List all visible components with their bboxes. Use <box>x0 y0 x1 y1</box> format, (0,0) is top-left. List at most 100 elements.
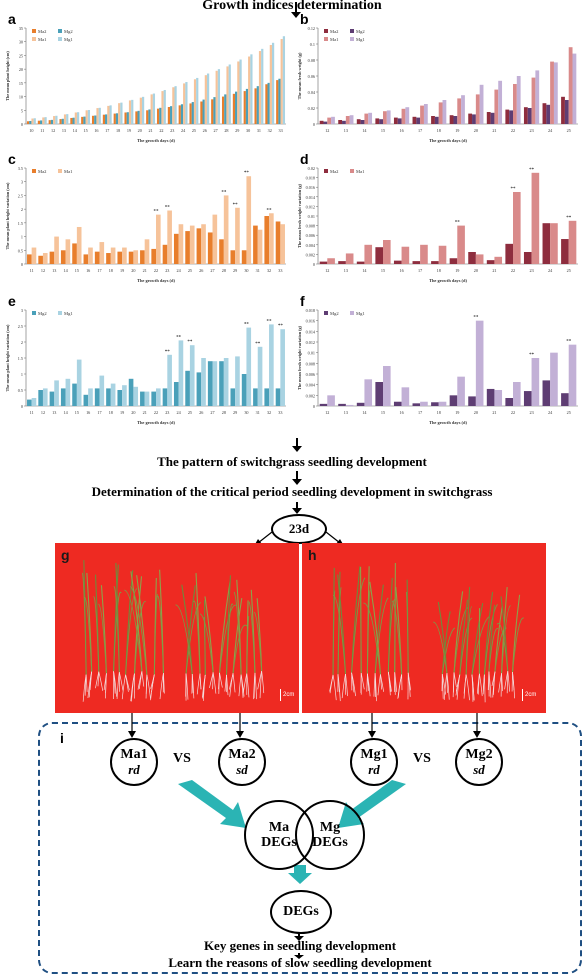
chart-e: e 0 0.5 1 1.5 2 2.5 3 The mean plant height vari… <box>0 293 292 428</box>
bar-ma2-16 <box>83 254 89 264</box>
legend-label-ma1: Ma1 <box>330 37 339 42</box>
legend-swatch-mg1 <box>350 37 354 41</box>
seedling-leaf <box>130 586 148 675</box>
bar-mg2-12 <box>319 403 328 406</box>
bar-ma2-15 <box>72 243 77 264</box>
bar-mg1-13 <box>66 114 69 124</box>
x-tick-label: 19 <box>455 410 459 415</box>
bar-ma2-19 <box>449 115 454 124</box>
bar-ma2-33 <box>276 80 279 124</box>
bar-mg2-28 <box>224 94 227 124</box>
bar-mg2-13 <box>61 118 64 124</box>
bar-mg1-24 <box>550 352 558 406</box>
seedling-root <box>97 671 100 687</box>
bar-ma2-21 <box>486 260 495 264</box>
venn-mg-label: Mg <box>319 819 341 835</box>
y-tick-label: 0.016 <box>306 185 315 190</box>
bar-mg2-25 <box>191 102 194 124</box>
y-tick-label: 0.008 <box>306 224 315 229</box>
y-axis-label: The mean fresh weight variation (g) <box>297 325 302 390</box>
x-tick-label: 12 <box>325 268 329 273</box>
day-node-label: 23d <box>288 521 310 536</box>
seedling-root <box>387 671 392 692</box>
x-tick-label: 12 <box>41 410 45 415</box>
seedling-root <box>116 672 120 699</box>
bar-mg1-32 <box>269 324 274 406</box>
bar-ma2-11 <box>37 120 41 124</box>
x-tick-label: 18 <box>437 128 441 133</box>
bar-mg1-24 <box>178 340 184 406</box>
seedling-root <box>219 672 223 688</box>
seedling-leaf <box>125 588 138 675</box>
flow-arrow-2 <box>296 471 298 481</box>
bar-ma1-16 <box>401 108 406 124</box>
scale-label-h: 2cm <box>525 692 537 698</box>
x-tick-label: 26 <box>199 268 203 273</box>
flow-arrowhead-1 <box>292 446 302 452</box>
x-tick-label: 19 <box>120 268 124 273</box>
day-node-23d: 23d <box>271 514 327 544</box>
degs-node-label: DEGs <box>283 904 319 920</box>
bar-ma2-13 <box>49 251 55 264</box>
seedling-leaf <box>226 603 234 675</box>
y-tick-label: 1.5 <box>18 356 23 361</box>
bar-mg2-15 <box>72 383 77 406</box>
bar-ma2-18 <box>431 261 439 264</box>
bar-ma1-31 <box>258 51 262 124</box>
x-axis-label: The growth days (d) <box>137 138 175 143</box>
bar-mg1-16 <box>88 388 93 406</box>
bar-mg2-12 <box>323 121 328 124</box>
bar-ma2-15 <box>375 118 380 124</box>
x-tick-label: 17 <box>105 128 109 133</box>
flow-arrow-3 <box>296 502 298 510</box>
bar-mg1-13 <box>54 380 59 406</box>
bar-ma1-13 <box>54 236 59 264</box>
bar-ma1-20 <box>475 94 480 124</box>
bar-ma2-16 <box>393 117 398 124</box>
sample-ma1: Ma1 rd <box>110 738 158 786</box>
y-tick-label: 3 <box>21 180 23 185</box>
x-tick-label: 16 <box>94 128 98 133</box>
y-tick-label: 0.12 <box>308 26 315 31</box>
bar-ma1-28 <box>226 66 229 124</box>
x-tick-label: 22 <box>511 268 515 273</box>
seedling-leaf <box>193 600 201 674</box>
bar-mg1-23 <box>174 86 177 124</box>
sample-ma1-label: Ma1 <box>120 747 148 763</box>
bar-ma2-23 <box>167 106 171 124</box>
y-tick-label: 15 <box>19 81 23 86</box>
panel-letter-a: a <box>8 11 16 27</box>
bar-mg1-22 <box>513 382 521 406</box>
bar-ma1-22 <box>161 91 164 124</box>
bar-mg2-24 <box>173 382 179 406</box>
bar-mg2-19 <box>453 116 458 124</box>
legend-swatch-ma1 <box>350 169 354 173</box>
panel-letter-b: b <box>300 11 309 27</box>
seedlings <box>329 562 525 703</box>
seedling-leaf <box>82 572 87 675</box>
bar-mg1-12 <box>55 115 58 124</box>
x-tick-label: 23 <box>529 128 533 133</box>
x-tick-label: 15 <box>381 268 385 273</box>
chart-d: d 0 0.002 0.004 0.006 0.008 0.01 0.012 0.014 0.01… <box>292 151 584 286</box>
x-tick-label: 18 <box>116 128 120 133</box>
y-tick-label: 35 <box>19 26 23 31</box>
legend-label-mg2: Mg2 <box>64 29 73 34</box>
seedlings <box>82 560 265 702</box>
sample-mg2-label: Mg2 <box>465 747 493 763</box>
bar-mg2-23 <box>162 388 168 406</box>
bar-ma2-29 <box>230 250 236 264</box>
y-axis-label: The mean fresh weight (g) <box>297 52 302 99</box>
y-tick-label: 0 <box>313 122 315 127</box>
bar-mg2-20 <box>137 110 140 124</box>
bar-ma1-26 <box>204 75 207 124</box>
x-tick-label: 31 <box>257 128 261 133</box>
bar-mg2-30 <box>245 88 249 124</box>
x-tick-label: 20 <box>138 128 142 133</box>
x-tick-label: 13 <box>344 410 348 415</box>
y-tick-label: 0.02 <box>308 166 315 171</box>
bar-ma2-26 <box>196 228 202 264</box>
seedling-leaf <box>433 621 448 674</box>
bar-mg2-15 <box>379 119 383 124</box>
bar-mg1-14 <box>76 112 80 124</box>
